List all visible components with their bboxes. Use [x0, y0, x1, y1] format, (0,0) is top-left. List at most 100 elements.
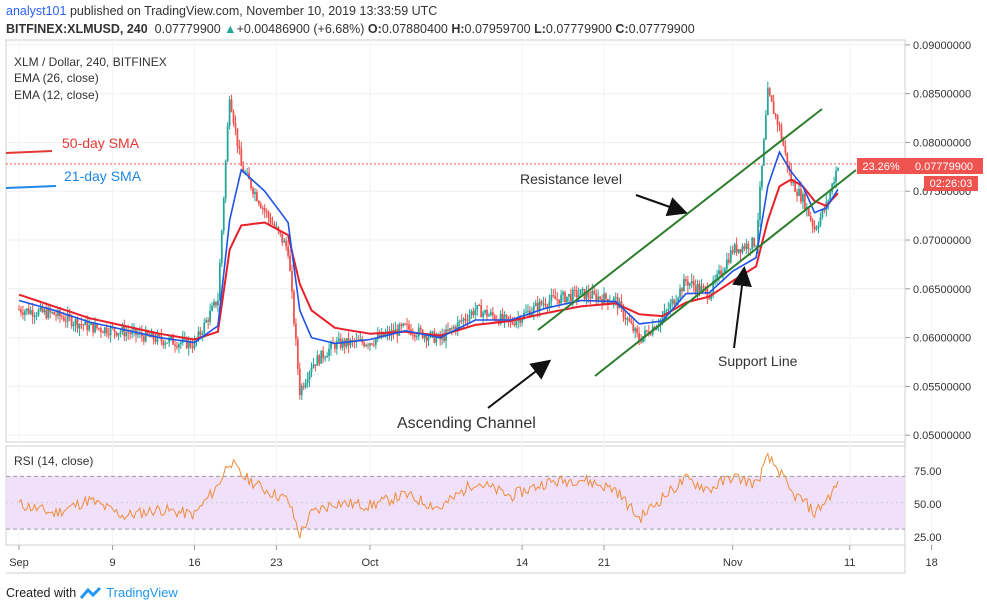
candle-body — [367, 344, 369, 346]
candle-body — [425, 335, 428, 341]
candle-body — [488, 314, 490, 317]
candle-body — [556, 299, 559, 301]
candle-body — [837, 168, 839, 171]
candle-body — [400, 324, 403, 327]
candle-body — [665, 310, 668, 312]
candle-body — [554, 296, 557, 300]
candle-body — [692, 280, 695, 286]
rsi-tick-25: 25.00 — [914, 532, 942, 544]
candle-body — [205, 320, 208, 323]
candle-body — [189, 340, 192, 347]
candle-body — [725, 259, 728, 269]
legend-title: XLM / Dollar, 240, BITFINEX — [14, 55, 167, 69]
candle-body — [59, 310, 61, 317]
candle-body — [310, 367, 313, 373]
candle-body — [33, 315, 36, 317]
candle-body — [634, 328, 637, 332]
candle-body — [681, 288, 683, 292]
candle-body — [218, 263, 221, 301]
candle-body — [550, 295, 553, 301]
candle-body — [306, 379, 309, 383]
candle-body — [129, 333, 132, 335]
time-axis[interactable]: Sep 9 16 23 Oct 14 21 Nov 11 18 — [9, 545, 938, 569]
candle-body — [66, 313, 69, 322]
candle-body — [265, 211, 268, 213]
price-tag-percent: 23.26% — [862, 161, 900, 173]
candle-body — [53, 312, 55, 315]
rsi-label: RSI (14, close) — [14, 454, 93, 468]
candle-body — [176, 346, 178, 348]
candle-body — [716, 274, 718, 280]
candle-body — [571, 289, 574, 302]
candle-body — [724, 268, 726, 273]
candle-body — [41, 306, 44, 313]
candle-body — [718, 270, 720, 275]
candle-body — [458, 320, 461, 322]
candle-body — [778, 124, 781, 126]
price-change: +0.00486900 (+6.68%) — [236, 22, 365, 36]
price-tag: 23.26% 0.07779900 02:26:03 — [857, 158, 983, 191]
candle-body — [460, 320, 463, 322]
candle-body — [236, 128, 239, 147]
candle-body — [316, 355, 319, 366]
candle-body — [230, 99, 233, 112]
candle-body — [308, 372, 311, 380]
candle-body — [423, 335, 426, 339]
candle-body — [133, 328, 135, 331]
candle-body — [412, 334, 414, 336]
candle-body — [671, 299, 674, 304]
author-link[interactable]: analyst101 — [6, 4, 67, 18]
price-tick-label: 0.08500000 — [913, 89, 971, 101]
candle-body — [185, 337, 188, 349]
candle-body — [242, 166, 245, 173]
candle-body — [203, 322, 206, 334]
candle-body — [271, 223, 274, 225]
candle-body — [661, 317, 664, 320]
candle-body — [322, 350, 325, 358]
candle-body — [439, 333, 442, 340]
candle-body — [279, 230, 282, 234]
candle-body — [20, 309, 22, 313]
candle-body — [575, 290, 578, 298]
candle-body — [702, 286, 705, 288]
candle-body — [548, 300, 551, 307]
candle-body — [154, 339, 157, 342]
legend-ema12: EMA (12, close) — [14, 88, 99, 102]
candle-body — [811, 220, 814, 227]
candle-body — [827, 200, 830, 203]
price-frame — [5, 39, 906, 443]
candle-body — [784, 145, 787, 153]
candle-body — [193, 341, 196, 349]
channel-arrow — [487, 359, 552, 409]
candle-body — [790, 170, 793, 184]
candle-body — [708, 298, 711, 300]
candle-body — [630, 321, 633, 324]
candle-body — [187, 340, 190, 349]
candle-body — [464, 318, 467, 321]
candle-body — [113, 327, 116, 333]
time-tick-label: 16 — [188, 557, 200, 569]
candle-body — [37, 309, 40, 316]
candle-body — [622, 306, 625, 318]
candle-body — [696, 283, 699, 292]
candle-body — [413, 334, 416, 337]
candle-body — [406, 324, 408, 326]
candle-body — [61, 316, 63, 318]
candle-body — [109, 327, 112, 336]
candle-body — [427, 337, 430, 341]
candle-body — [94, 323, 96, 333]
price-axis[interactable]: 0.090000000.085000000.080000000.07500000… — [905, 40, 971, 442]
time-tick-label: Nov — [723, 557, 743, 569]
candle-body — [191, 346, 194, 349]
high-value: 0.07959700 — [464, 22, 531, 36]
candle-body — [501, 313, 504, 321]
candle-body — [569, 293, 572, 302]
candle-body — [821, 209, 824, 218]
price-tag-timer: 02:26:03 — [930, 178, 973, 190]
tradingview-brand[interactable]: TradingView — [106, 585, 178, 600]
channel-upper-line — [537, 108, 823, 331]
candle-body — [51, 312, 54, 314]
candle-body — [809, 215, 812, 221]
candle-body — [694, 285, 697, 292]
